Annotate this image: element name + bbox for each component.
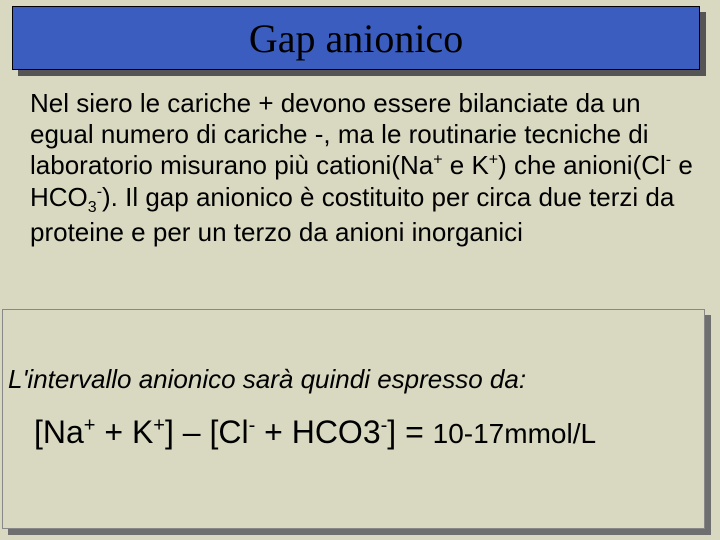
body-paragraph: Nel siero le cariche + devono essere bil… bbox=[30, 88, 695, 248]
title-box: Gap anionico bbox=[12, 6, 700, 70]
slide-title: Gap anionico bbox=[249, 15, 463, 62]
formula-intro: L'intervallo anionico sarà quindi espres… bbox=[8, 364, 708, 395]
formula-expression: [Na+ + K+] – [Cl- + HCO3-] = 10-17mmol/L bbox=[34, 414, 714, 451]
